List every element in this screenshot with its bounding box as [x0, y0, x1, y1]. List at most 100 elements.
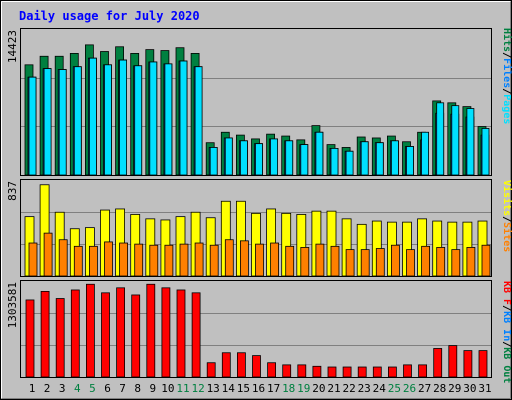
bar-kbf-29 [448, 345, 458, 378]
bar-sites-1 [28, 242, 38, 277]
bar-kbf-30 [463, 350, 473, 378]
bar-kbf-11 [176, 289, 186, 378]
bar-sites-28 [436, 247, 446, 277]
x-label-8: 8 [134, 382, 141, 395]
bar-pages-30 [466, 108, 475, 176]
bar-kbf-18 [282, 364, 292, 378]
legend-sep-2: / [501, 88, 512, 94]
bar-kbf-22 [342, 366, 352, 378]
bar-pages-10 [164, 63, 173, 176]
bar-sites-23 [360, 249, 370, 277]
bar-kbf-25 [387, 366, 397, 378]
bar-sites-18 [285, 245, 295, 277]
bar-sites-5 [89, 245, 98, 277]
legend-sep-3: / [501, 216, 512, 222]
x-label-6: 6 [104, 382, 111, 395]
bar-kbf-26 [403, 364, 412, 378]
bar-kbf-28 [433, 348, 443, 378]
legend-pages: Pages [501, 94, 512, 124]
bar-kbf-1 [25, 299, 35, 378]
legend-sites: Sites [501, 222, 512, 252]
bar-sites-14 [224, 239, 234, 277]
legend-sep-1: / [501, 52, 512, 58]
x-axis-labels: 1 2 3 4 5 6 7 8 9 10 11 12 13 14 15 16 17 18 19 20 21 22 23 24 2… [29, 382, 492, 395]
bar-pages-29 [451, 105, 460, 176]
bar-kbf-27 [418, 364, 428, 378]
bar-pages-7 [119, 59, 127, 176]
bar-kbf-6 [101, 292, 110, 378]
bar-sites-15 [239, 240, 249, 277]
bar-sites-29 [451, 249, 461, 277]
x-label-7: 7 [119, 382, 126, 395]
bar-sites-9 [149, 244, 159, 277]
x-label-4: 4 [74, 382, 81, 395]
bar-sites-10 [164, 244, 174, 277]
bar-pages-5 [89, 57, 97, 176]
bar-pages-19 [300, 144, 309, 176]
bar-kbf-14 [221, 352, 231, 378]
bar-kbf-21 [327, 366, 337, 378]
bar-sites-24 [375, 248, 385, 277]
bar-sites-27 [421, 245, 431, 277]
x-label-16: 16 [252, 382, 265, 395]
bar-pages-2 [43, 68, 52, 176]
bar-sites-22 [345, 249, 355, 277]
bar-pages-25 [390, 140, 399, 176]
bars [24, 44, 491, 378]
x-label-21: 21 [327, 382, 340, 395]
bar-sites-4 [73, 245, 83, 277]
bar-kbf-15 [236, 352, 246, 378]
bar-sites-20 [315, 243, 325, 277]
legend-kbout: KB Out [501, 347, 512, 383]
legend-files: Files [501, 58, 512, 88]
bar-kbf-23 [357, 366, 367, 378]
x-label-20: 20 [312, 382, 325, 395]
bar-kbf-10 [161, 287, 171, 378]
bar-kbf-16 [252, 355, 261, 378]
x-label-10: 10 [161, 382, 174, 395]
x-label-26: 26 [403, 382, 416, 395]
x-label-17: 17 [267, 382, 280, 395]
x-label-22: 22 [342, 382, 355, 395]
bar-kbf-17 [267, 362, 277, 378]
x-label-1: 1 [29, 382, 36, 395]
bar-kbf-20 [312, 365, 322, 378]
x-label-31: 31 [478, 382, 491, 395]
legend-sep-5: / [501, 341, 512, 347]
legend-visits-sites: Visits/Sites [501, 180, 512, 252]
bar-pages-27 [421, 131, 430, 176]
x-label-18: 18 [282, 382, 295, 395]
x-label-3: 3 [59, 382, 66, 395]
bar-sites-16 [255, 243, 264, 277]
ymax-kbytes: 1303581 [6, 282, 19, 328]
bar-pages-11 [179, 60, 188, 176]
bar-kbf-8 [131, 294, 141, 378]
bar-kbf-7 [116, 287, 125, 378]
bar-pages-13 [209, 147, 218, 176]
bar-pages-8 [134, 65, 143, 176]
bar-sites-2 [43, 232, 53, 277]
x-label-15: 15 [237, 382, 250, 395]
bar-kbf-4 [70, 289, 80, 378]
bar-kbf-13 [206, 362, 216, 378]
bar-kbf-2 [40, 290, 50, 378]
bar-sites-17 [270, 242, 280, 277]
bar-pages-12 [194, 66, 203, 176]
bar-kbf-3 [55, 298, 65, 378]
bar-sites-7 [119, 242, 128, 277]
legend-visits: Visits [501, 180, 512, 216]
ymax-visits: 837 [6, 181, 19, 201]
bar-sites-19 [300, 247, 310, 277]
x-label-30: 30 [463, 382, 476, 395]
x-label-5: 5 [89, 382, 96, 395]
bar-sites-26 [406, 249, 415, 277]
bar-sites-13 [209, 244, 219, 277]
x-label-2: 2 [44, 382, 51, 395]
x-label-28: 28 [433, 382, 446, 395]
x-label-27: 27 [418, 382, 431, 395]
bar-pages-18 [285, 140, 294, 176]
bar-pages-21 [330, 148, 339, 176]
x-label-25: 25 [388, 382, 401, 395]
bar-kbf-5 [86, 283, 95, 378]
